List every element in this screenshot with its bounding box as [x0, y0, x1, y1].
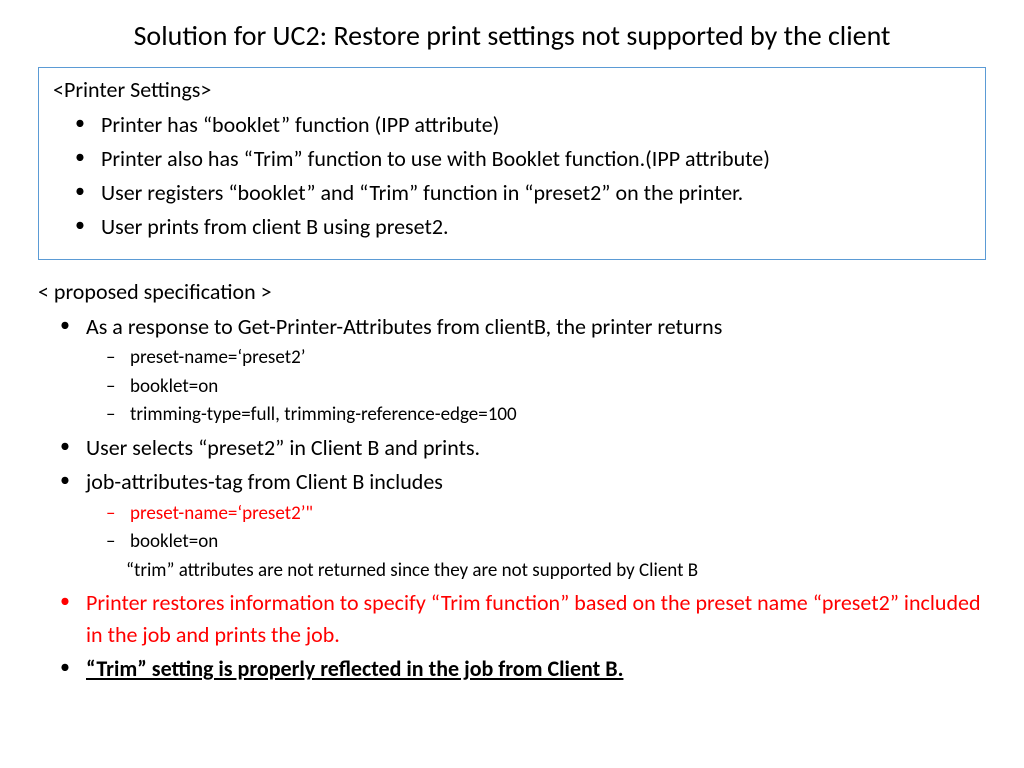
- sub-item: trimming-type=full, trimming-reference-e…: [86, 401, 986, 430]
- list-item: job-attributes-tag from Client B include…: [38, 466, 986, 585]
- list-item: “Trim” setting is properly reflected in …: [38, 653, 986, 685]
- box-header: <Printer Settings>: [53, 76, 971, 103]
- list-item: Printer has “booklet” function (IPP attr…: [53, 109, 971, 141]
- list-item: User selects “preset2” in Client B and p…: [38, 432, 986, 464]
- item-text: As a response to Get-Printer-Attributes …: [86, 313, 722, 340]
- sub-list: preset-name=‘preset2’ booklet=on trimmin…: [86, 344, 986, 430]
- conclusion-text: “Trim” setting is properly reflected in …: [86, 655, 623, 682]
- list-item: User registers “booklet” and “Trim” func…: [53, 177, 971, 209]
- spec-list: As a response to Get-Printer-Attributes …: [38, 311, 986, 685]
- sub-list: preset-name=‘preset2’" booklet=on: [86, 500, 986, 557]
- sub-item: preset-name=‘preset2’: [86, 344, 986, 373]
- item-text: job-attributes-tag from Client B include…: [86, 468, 443, 495]
- box-list: Printer has “booklet” function (IPP attr…: [53, 109, 971, 243]
- list-item: User prints from client B using preset2.: [53, 211, 971, 243]
- list-item-red: Printer restores information to specify …: [38, 587, 986, 651]
- list-item: As a response to Get-Printer-Attributes …: [38, 311, 986, 430]
- sub-item-red: preset-name=‘preset2’": [86, 500, 986, 529]
- list-item: Printer also has “Trim” function to use …: [53, 143, 971, 175]
- sub-item: booklet=on: [86, 373, 986, 402]
- printer-settings-box: <Printer Settings> Printer has “booklet”…: [38, 67, 986, 260]
- sub-item: booklet=on: [86, 528, 986, 557]
- slide-title: Solution for UC2: Restore print settings…: [38, 18, 986, 53]
- trim-note: “trim” attributes are not returned since…: [86, 557, 986, 586]
- spec-header: < proposed specification >: [38, 278, 986, 305]
- spec-block: < proposed specification > As a response…: [38, 278, 986, 685]
